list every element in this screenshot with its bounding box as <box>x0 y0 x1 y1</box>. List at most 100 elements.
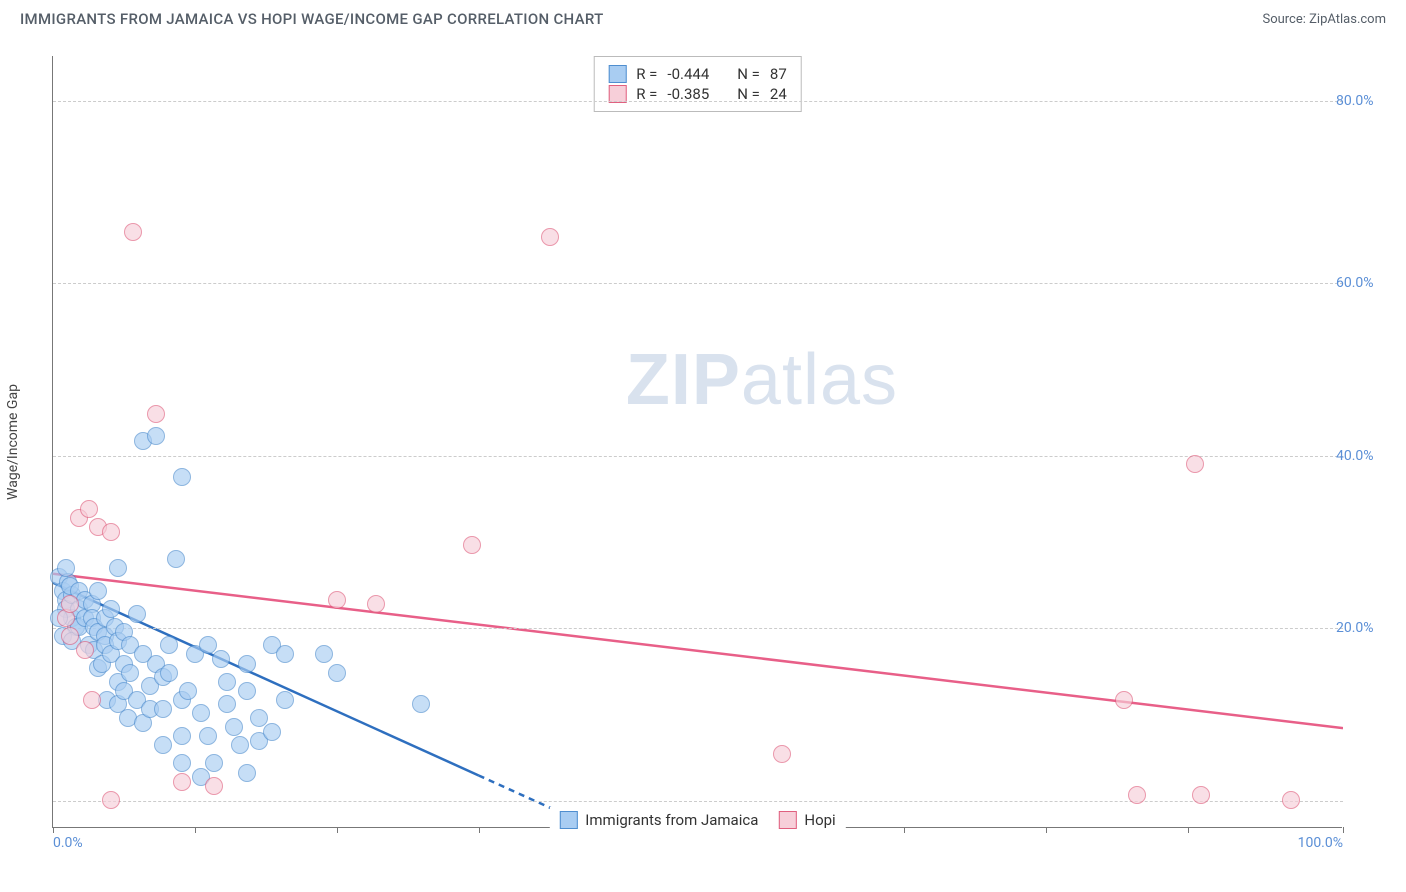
scatter-point-jamaica[interactable] <box>263 723 281 741</box>
y-axis-title: Wage/Income Gap <box>5 384 21 500</box>
scatter-point-jamaica[interactable] <box>212 650 230 668</box>
scatter-point-jamaica[interactable] <box>205 754 223 772</box>
scatter-point-jamaica[interactable] <box>121 664 139 682</box>
scatter-point-hopi[interactable] <box>61 627 79 645</box>
stat-n-value-0: 87 <box>770 65 787 83</box>
scatter-point-jamaica[interactable] <box>160 636 178 654</box>
scatter-point-jamaica[interactable] <box>315 645 333 663</box>
legend-item-hopi[interactable]: Hopi <box>778 811 835 829</box>
legend-swatch-jamaica <box>559 811 577 829</box>
x-tick <box>337 827 338 833</box>
scatter-point-jamaica[interactable] <box>154 700 172 718</box>
source-attribution: Source: ZipAtlas.com <box>1262 12 1386 27</box>
scatter-point-jamaica[interactable] <box>238 764 256 782</box>
scatter-point-jamaica[interactable] <box>218 673 236 691</box>
scatter-point-hopi[interactable] <box>1186 455 1204 473</box>
scatter-point-hopi[interactable] <box>1192 786 1210 804</box>
stats-row-hopi: R = -0.385 N = 24 <box>608 85 787 103</box>
scatter-point-jamaica[interactable] <box>89 582 107 600</box>
scatter-point-jamaica[interactable] <box>276 645 294 663</box>
scatter-point-jamaica[interactable] <box>154 736 172 754</box>
scatter-point-hopi[interactable] <box>367 595 385 613</box>
x-tick-label: 0.0% <box>53 835 83 851</box>
scatter-point-jamaica[interactable] <box>225 718 243 736</box>
y-tick-label: 20.0% <box>1336 620 1384 636</box>
legend-item-jamaica[interactable]: Immigrants from Jamaica <box>559 811 758 829</box>
scatter-point-hopi[interactable] <box>124 223 142 241</box>
stat-n-label-1: N = <box>737 85 760 103</box>
legend-label-hopi: Hopi <box>804 811 835 829</box>
scatter-point-hopi[interactable] <box>76 641 94 659</box>
x-tick <box>1343 827 1344 833</box>
scatter-point-jamaica[interactable] <box>218 695 236 713</box>
stat-r-value-1: -0.385 <box>667 85 709 103</box>
scatter-point-hopi[interactable] <box>80 500 98 518</box>
scatter-point-jamaica[interactable] <box>276 691 294 709</box>
stat-n-label-0: N = <box>737 65 760 83</box>
header: IMMIGRANTS FROM JAMAICA VS HOPI WAGE/INC… <box>0 0 1406 34</box>
swatch-hopi <box>608 85 626 103</box>
stats-legend: R = -0.444 N = 87 R = -0.385 N = 24 <box>593 56 802 112</box>
scatter-point-jamaica[interactable] <box>231 736 249 754</box>
y-tick-label: 80.0% <box>1336 93 1384 109</box>
scatter-point-jamaica[interactable] <box>57 559 75 577</box>
scatter-point-hopi[interactable] <box>773 745 791 763</box>
scatter-point-jamaica[interactable] <box>128 605 146 623</box>
source-link[interactable]: ZipAtlas.com <box>1309 12 1386 27</box>
legend-swatch-hopi <box>778 811 796 829</box>
source-prefix: Source: <box>1262 12 1309 27</box>
scatter-point-jamaica[interactable] <box>173 754 191 772</box>
grid-line-h <box>53 283 1343 284</box>
trend-lines <box>53 56 1343 828</box>
scatter-point-hopi[interactable] <box>147 405 165 423</box>
scatter-point-hopi[interactable] <box>61 595 79 613</box>
scatter-point-jamaica[interactable] <box>167 550 185 568</box>
series-legend: Immigrants from Jamaica Hopi <box>549 807 845 833</box>
stat-r-value-0: -0.444 <box>667 65 709 83</box>
scatter-point-hopi[interactable] <box>463 536 481 554</box>
scatter-point-jamaica[interactable] <box>160 664 178 682</box>
watermark: ZIPatlas <box>626 339 898 421</box>
scatter-point-jamaica[interactable] <box>412 695 430 713</box>
x-tick <box>1046 827 1047 833</box>
scatter-point-jamaica[interactable] <box>102 600 120 618</box>
scatter-point-hopi[interactable] <box>102 791 120 809</box>
scatter-point-jamaica[interactable] <box>147 427 165 445</box>
y-tick-label: 40.0% <box>1336 448 1384 464</box>
scatter-point-hopi[interactable] <box>83 691 101 709</box>
grid-line-h <box>53 801 1343 802</box>
scatter-point-jamaica[interactable] <box>199 727 217 745</box>
scatter-point-jamaica[interactable] <box>192 704 210 722</box>
x-tick <box>904 827 905 833</box>
x-tick <box>1188 827 1189 833</box>
stat-r-label-1: R = <box>636 85 657 103</box>
stat-r-label-0: R = <box>636 65 657 83</box>
scatter-point-jamaica[interactable] <box>328 664 346 682</box>
scatter-point-hopi[interactable] <box>541 228 559 246</box>
scatter-point-jamaica[interactable] <box>109 559 127 577</box>
grid-line-h <box>53 628 1343 629</box>
scatter-point-jamaica[interactable] <box>179 682 197 700</box>
scatter-point-jamaica[interactable] <box>238 655 256 673</box>
scatter-point-hopi[interactable] <box>1128 786 1146 804</box>
scatter-point-hopi[interactable] <box>173 773 191 791</box>
plot-area: Wage/Income Gap ZIPatlas R = -0.444 N = … <box>52 56 1342 828</box>
stats-row-jamaica: R = -0.444 N = 87 <box>608 65 787 83</box>
stat-n-value-1: 24 <box>770 85 787 103</box>
scatter-point-hopi[interactable] <box>1115 691 1133 709</box>
x-tick-label: 100.0% <box>1298 835 1343 851</box>
grid-line-h <box>53 456 1343 457</box>
scatter-point-jamaica[interactable] <box>173 468 191 486</box>
scatter-point-jamaica[interactable] <box>173 727 191 745</box>
legend-label-jamaica: Immigrants from Jamaica <box>585 811 758 829</box>
scatter-point-jamaica[interactable] <box>238 682 256 700</box>
scatter-point-hopi[interactable] <box>205 777 223 795</box>
scatter-point-hopi[interactable] <box>1282 791 1300 809</box>
grid-line-h <box>53 101 1343 102</box>
x-tick <box>195 827 196 833</box>
scatter-point-hopi[interactable] <box>102 523 120 541</box>
scatter-point-hopi[interactable] <box>328 591 346 609</box>
swatch-jamaica <box>608 65 626 83</box>
x-tick <box>53 827 54 833</box>
chart-title: IMMIGRANTS FROM JAMAICA VS HOPI WAGE/INC… <box>20 10 604 28</box>
